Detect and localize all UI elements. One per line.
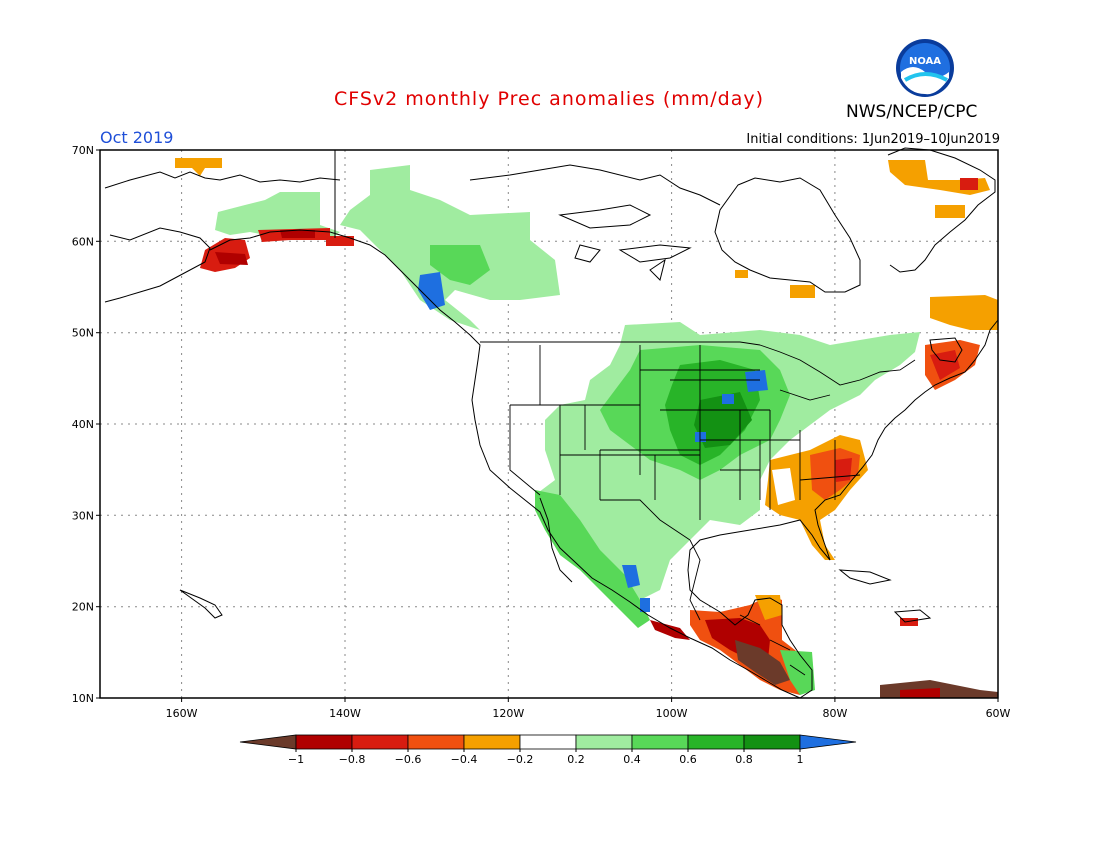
- anomaly-greenland: [888, 160, 990, 195]
- lon-label: 140W: [329, 707, 361, 720]
- anomaly-hudson2: [735, 270, 748, 278]
- anomaly-gulf-dry2: [280, 230, 315, 238]
- colorbar-tick-label: −1: [288, 753, 304, 766]
- anomaly-midwest-light: [535, 322, 920, 600]
- latitude-labels: 70N 60N 50N 40N 30N 20N 10N: [72, 144, 100, 705]
- anomaly-bering-dry: [175, 158, 222, 176]
- anomaly-se-white: [772, 468, 795, 505]
- anomaly-hudson1: [790, 285, 815, 298]
- anomaly-greenland-red: [960, 178, 978, 190]
- initial-conditions: Initial conditions: 1Jun2019–10Jun2019: [746, 132, 1000, 147]
- coastlines: [104, 147, 999, 699]
- lon-label: 80W: [822, 707, 847, 720]
- colorbar-swatch: [743, 734, 801, 750]
- colorbar-swatch: [519, 734, 577, 750]
- anomaly-venezuela2: [900, 688, 940, 698]
- anomaly-alaska-green: [215, 192, 340, 240]
- colorbar-tick-label: 0.8: [735, 753, 753, 766]
- anomaly-midwest-mid: [600, 345, 790, 480]
- anomaly-alaska-dry2: [215, 252, 248, 265]
- anomaly-field: [175, 158, 998, 698]
- colorbar-swatch: [631, 734, 689, 750]
- anomaly-camerica-red: [705, 618, 770, 660]
- colorbar-swatch: [407, 734, 465, 750]
- lon-label: 60W: [986, 707, 1011, 720]
- lon-label: 120W: [492, 707, 524, 720]
- lon-label: 160W: [166, 707, 198, 720]
- colorbar-swatch: [687, 734, 745, 750]
- anomaly-yucatan: [755, 595, 782, 620]
- colorbar-swatch: [463, 734, 521, 750]
- logo-text: NOAA: [909, 56, 941, 67]
- anomaly-midwest-darkest: [694, 392, 752, 448]
- colorbar-swatch-max: [799, 734, 857, 750]
- anomaly-mexico-blue: [622, 565, 640, 588]
- political-borders: [480, 341, 916, 676]
- anomaly-venezuela: [880, 680, 998, 698]
- lat-label: 70N: [72, 144, 94, 157]
- map-title: CFSv2 monthly Prec anomalies (mm/day): [333, 88, 765, 110]
- anomaly-kansas-blue: [695, 432, 706, 442]
- anomaly-alaska-dry: [200, 238, 250, 272]
- lat-label: 10N: [72, 692, 94, 705]
- anomaly-caribbean: [900, 618, 918, 626]
- lat-label: 60N: [72, 235, 94, 248]
- anomaly-camerica-orange: [690, 595, 810, 695]
- noaa-logo: NOAA: [896, 39, 954, 97]
- colorbar-tick-label: 0.2: [567, 753, 585, 766]
- agency-label: NWS/NCEP/CPC: [846, 102, 978, 122]
- anomaly-se-darkred: [835, 458, 852, 482]
- anomaly-bc-blue: [418, 272, 445, 310]
- anomaly-mexico-blue2: [640, 598, 650, 612]
- anomaly-maritimes-red: [930, 350, 960, 380]
- anomaly-camerica-brown: [735, 640, 790, 685]
- anomaly-baffin: [935, 205, 965, 218]
- anomaly-wisconsin-blue: [745, 370, 768, 392]
- longitude-labels: 160W 140W 120W 100W 80W 60W: [166, 698, 1011, 720]
- colorbar-tick-label: −0.2: [507, 753, 534, 766]
- graticule: [100, 150, 998, 698]
- lat-label: 40N: [72, 418, 94, 431]
- colorbar-tick-label: −0.4: [451, 753, 478, 766]
- colorbar-tick-label: −0.6: [395, 753, 422, 766]
- anomaly-panama-green: [780, 650, 815, 695]
- lat-label: 20N: [72, 601, 94, 614]
- anomaly-gulf-dry: [258, 228, 330, 242]
- colorbar: −1 −0.8 −0.6 −0.4 −0.2 0.2 0.4 0.6 0.8 1: [239, 734, 857, 766]
- anomaly-midwest-dark: [665, 360, 760, 465]
- anomaly-wisconsin-blue2: [722, 394, 734, 404]
- anomaly-se-red: [810, 448, 860, 500]
- anomaly-se-orange: [765, 435, 868, 560]
- colorbar-tick-label: −0.8: [339, 753, 366, 766]
- anomaly-wcanada: [340, 165, 560, 330]
- colorbar-swatch: [575, 734, 633, 750]
- colorbar-swatch-min: [239, 734, 297, 750]
- lat-label: 50N: [72, 327, 94, 340]
- anomaly-yukon-dry: [326, 236, 354, 246]
- anomaly-labrador: [930, 295, 998, 330]
- map-frame: [99, 149, 999, 699]
- colorbar-swatch: [295, 734, 353, 750]
- colorbar-swatch: [351, 734, 409, 750]
- anomaly-bc-green2: [430, 245, 490, 285]
- anomaly-maritimes: [925, 340, 980, 390]
- lon-label: 100W: [656, 707, 688, 720]
- forecast-month: Oct 2019: [100, 128, 174, 147]
- anomaly-mexico-west: [535, 490, 650, 628]
- colorbar-tick-label: 0.4: [623, 753, 641, 766]
- colorbar-tick-label: 0.6: [679, 753, 697, 766]
- anomaly-mexico-red: [650, 620, 690, 640]
- colorbar-tick-label: 1: [797, 753, 804, 766]
- lat-label: 30N: [72, 509, 94, 522]
